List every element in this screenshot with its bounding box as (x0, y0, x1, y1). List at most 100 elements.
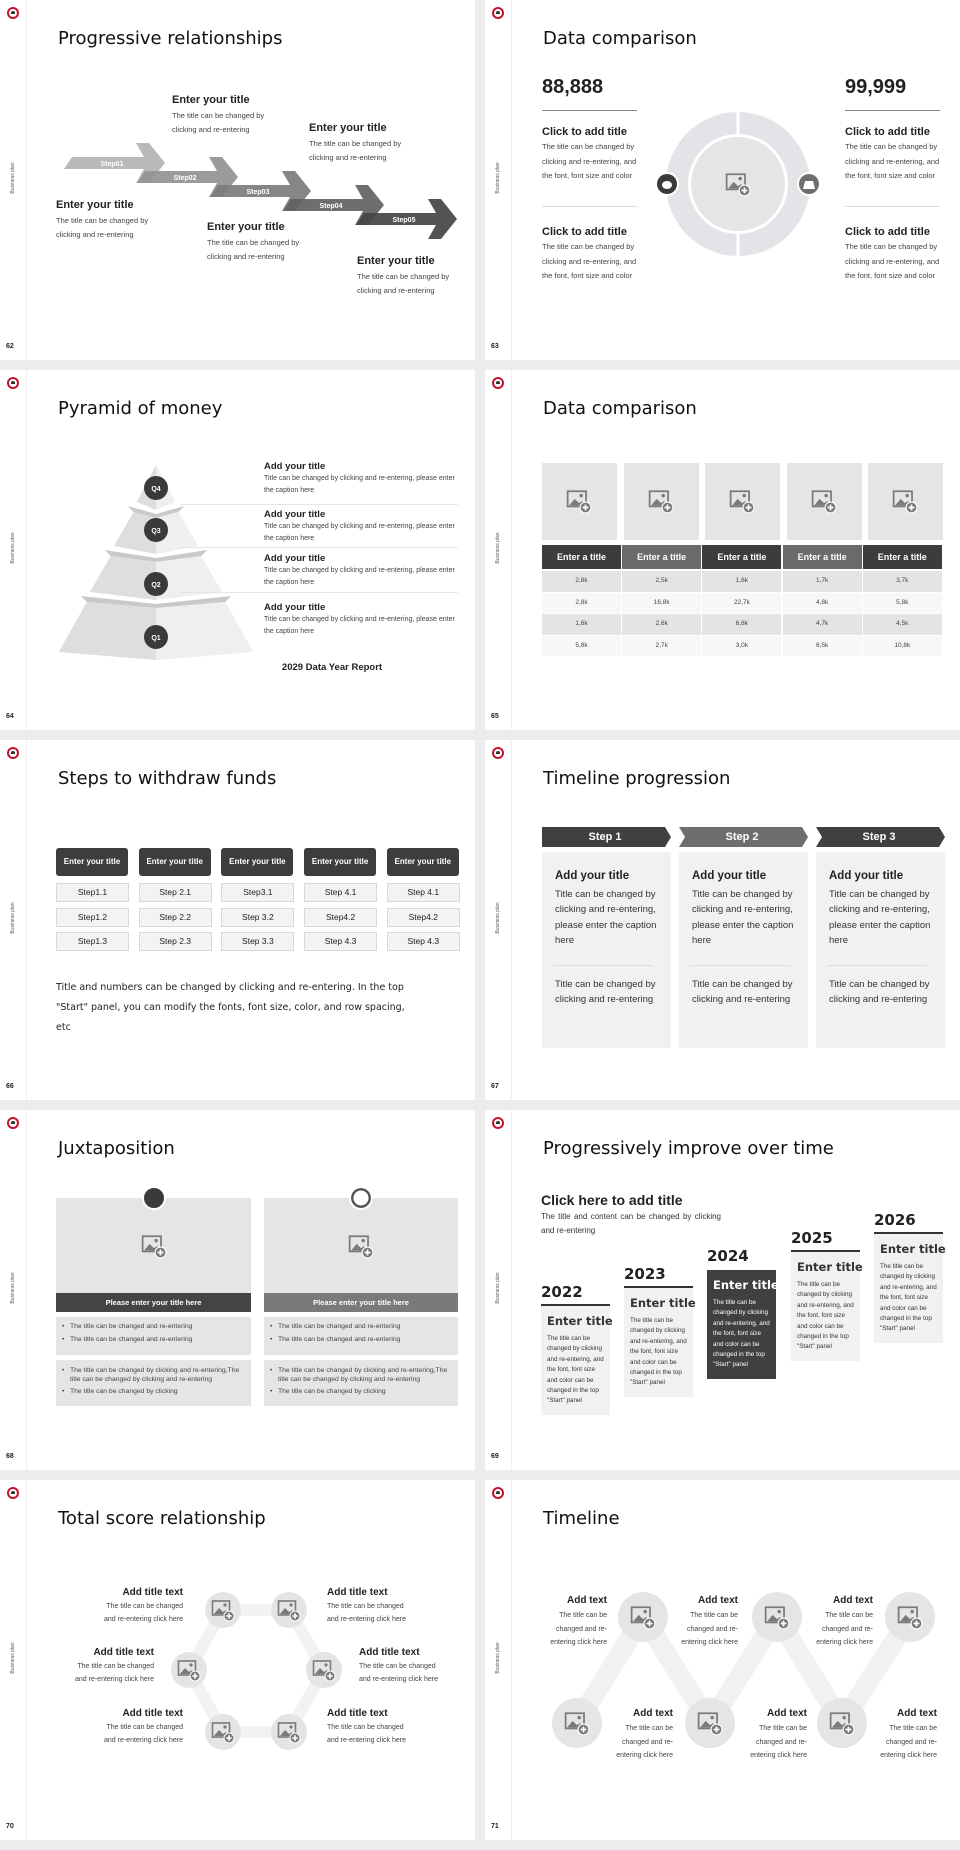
slide-sidebar (0, 740, 27, 1100)
image-area[interactable] (56, 1198, 251, 1293)
pyramid-item: Add your title Title can be changed by cl… (264, 553, 464, 588)
card-text: Title can be changed by clicking and re-… (829, 889, 931, 946)
image-tile[interactable] (705, 463, 780, 540)
bullet-text: The title can be changed by clicking and… (70, 1367, 240, 1383)
year-line (874, 1232, 943, 1234)
step-box[interactable]: Step 2.2 (138, 907, 212, 927)
year-card[interactable]: Enter title The title can be changed by c… (541, 1306, 613, 1415)
item-text: The title can be changed and re-entering… (880, 1725, 937, 1759)
image-placeholder-icon[interactable] (277, 1720, 301, 1744)
image-tile[interactable] (868, 463, 943, 540)
step-box[interactable]: Step 4.3 (386, 932, 460, 951)
slide-65[interactable]: Business plan 65 Data comparison Enter a ti… (485, 370, 960, 730)
stat-value: 88,888 (542, 76, 604, 98)
image-placeholder-icon[interactable] (566, 488, 592, 514)
table-cell: 1,6k (702, 571, 782, 592)
table-cell: 2,6k (622, 614, 702, 635)
table-cell: 6,8k (702, 614, 782, 635)
level-badge (144, 572, 168, 596)
image-placeholder-icon[interactable] (177, 1658, 201, 1682)
step-arrow (283, 185, 384, 225)
step-box[interactable]: Step1.3 (56, 932, 129, 951)
step-box[interactable]: Step1.1 (56, 883, 129, 902)
image-tile[interactable] (542, 463, 617, 540)
image-placeholder-icon[interactable] (892, 488, 918, 514)
slide-title: Timeline progression (543, 768, 731, 789)
slide-62[interactable]: Business plan 62 Progressive relationships… (0, 0, 475, 360)
image-placeholder-icon[interactable] (348, 1233, 374, 1259)
slide-number: 70 (6, 1823, 14, 1830)
step-label: Step 1 (588, 831, 622, 843)
image-circle (885, 1592, 935, 1642)
year-label: 2023 (624, 1265, 666, 1283)
slide-sidebar (485, 0, 512, 360)
image-tile[interactable] (786, 463, 862, 540)
step-box[interactable]: Step 3.2 (221, 907, 295, 927)
step-box[interactable]: Step4.2 (304, 907, 378, 927)
step-box[interactable]: Step 3.3 (221, 932, 295, 951)
step-box[interactable]: Step4.2 (386, 907, 460, 927)
image-placeholder-icon[interactable] (648, 488, 674, 514)
slide-67[interactable]: Business plan 67 Timeline progression Step … (485, 740, 960, 1100)
pyramid: Q4 Q3 Q2 Q1 (58, 465, 254, 660)
year-card[interactable]: Enter title The title can be changed by c… (707, 1270, 779, 1379)
slide-68[interactable]: Business plan 68 Juxtaposition Please enter… (0, 1110, 475, 1470)
card-text-secondary: Title can be changed by clicking and re-… (692, 979, 793, 1006)
image-placeholder-icon[interactable] (729, 488, 755, 514)
image-placeholder-icon[interactable] (725, 171, 751, 197)
pyramid-ledge (104, 550, 208, 562)
slide-71[interactable]: Business plan 71 Timeline Add text The title… (485, 1480, 960, 1840)
bar-chart-icon (141, 1186, 166, 1210)
divider (827, 965, 927, 966)
step-card: Add your title Title can be changed by cl… (816, 852, 945, 1048)
year-card[interactable]: Enter title The title can be changed by c… (874, 1234, 946, 1343)
image-placeholder-icon[interactable] (141, 1233, 167, 1259)
slide-70[interactable]: Business plan 70 Total score relationship A… (0, 1480, 475, 1840)
slide-title: Steps to withdraw funds (58, 768, 277, 789)
image-placeholder-icon[interactable] (829, 1710, 855, 1736)
image-area[interactable] (264, 1198, 458, 1293)
year-card[interactable]: Enter title The title can be changed by c… (624, 1288, 696, 1397)
block-text: The title can be changed by clicking and… (357, 272, 450, 295)
image-placeholder-icon[interactable] (697, 1710, 723, 1736)
card-title: Enter title (797, 1260, 863, 1274)
image-placeholder-icon[interactable] (312, 1658, 336, 1682)
image-placeholder-icon[interactable] (897, 1604, 923, 1630)
image-placeholder-icon[interactable] (277, 1598, 301, 1622)
image-placeholder-icon[interactable] (811, 488, 837, 514)
image-placeholder-icon[interactable] (211, 1598, 235, 1622)
step-box[interactable]: Step3.1 (221, 883, 295, 902)
tree-logo-icon (492, 7, 504, 19)
inner-circle (691, 137, 785, 231)
slide-64[interactable]: Business plan 64 Pyramid of money Q4 Q3 Q2 Q1 A… (0, 370, 475, 730)
tree-logo-icon (7, 747, 19, 759)
item-title: Add title text (93, 1647, 154, 1658)
slide-number: 69 (491, 1453, 499, 1460)
step-box[interactable]: Step 4.1 (304, 883, 378, 902)
item-text: Title can be changed by clicking and re-… (264, 523, 455, 542)
image-placeholder-icon[interactable] (764, 1604, 790, 1630)
step-banner (816, 827, 945, 847)
image-tile[interactable] (623, 463, 699, 540)
step-box[interactable]: Step1.2 (56, 907, 129, 927)
image-placeholder-icon[interactable] (211, 1720, 235, 1744)
card-text: The title can be changed by clicking and… (880, 1263, 937, 1333)
table-header: Enter a title (542, 545, 621, 569)
slide-66[interactable]: Business plan 66 Steps to withdraw funds En… (0, 740, 475, 1100)
bullet-dot: • (270, 1367, 273, 1374)
step-box[interactable]: Step 2.3 (138, 932, 212, 951)
image-placeholder-icon[interactable] (564, 1710, 590, 1736)
level-label: Q4 (151, 486, 160, 493)
timeline-zigzag (552, 1592, 935, 1748)
step-box[interactable]: Step 2.1 (138, 883, 212, 902)
slide-69[interactable]: Business plan 69 Progressively improve ove… (485, 1110, 960, 1470)
year-card[interactable]: Enter title The title can be changed by c… (791, 1252, 863, 1361)
pyramid-ledge (80, 596, 232, 608)
step-banners (542, 827, 945, 847)
slide-number: 65 (491, 713, 499, 720)
slide-63[interactable]: Business plan 63 Data comparison 88,888 Clic… (485, 0, 960, 360)
image-placeholder-icon[interactable] (630, 1604, 656, 1630)
step-box[interactable]: Step 4.1 (386, 883, 460, 902)
step-box[interactable]: Step 4.3 (304, 932, 378, 951)
item-title: Click to add title (845, 126, 930, 138)
